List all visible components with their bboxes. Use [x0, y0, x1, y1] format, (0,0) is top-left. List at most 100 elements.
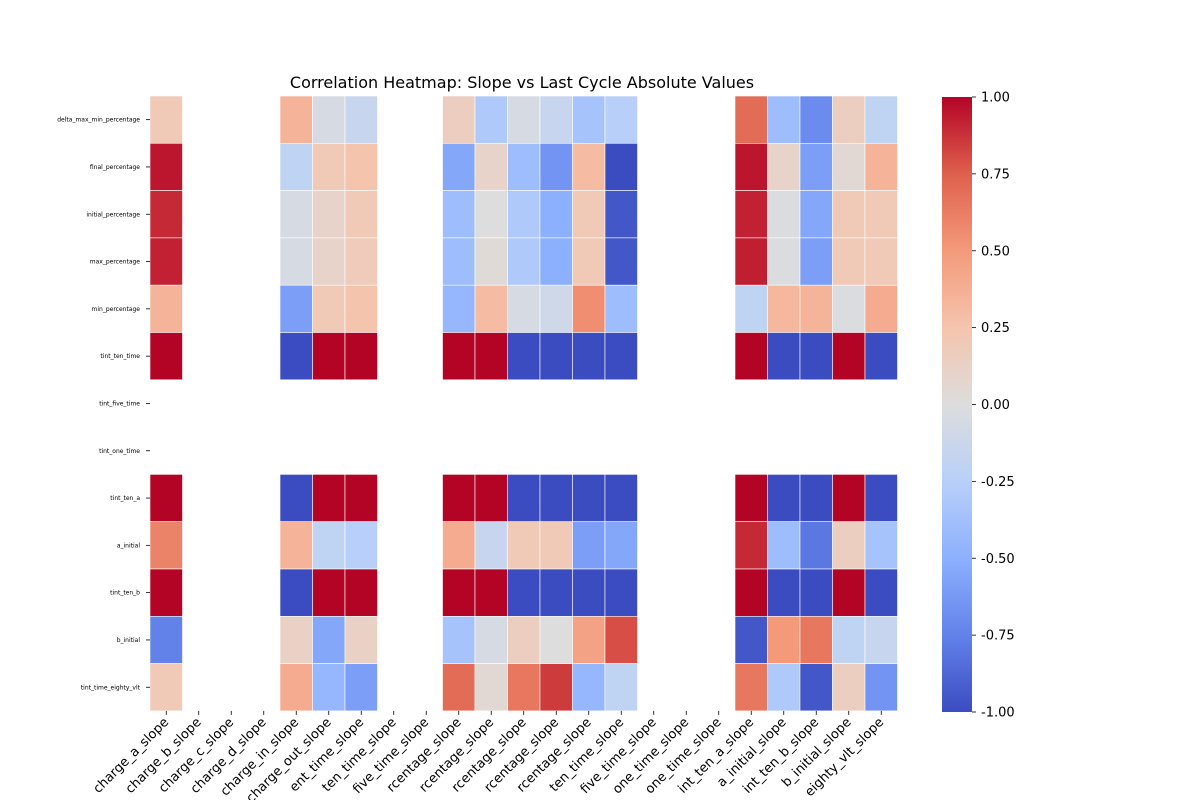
heatmap-cell [604, 663, 638, 712]
heatmap-cell [312, 95, 346, 144]
heatmap-cell [539, 332, 573, 381]
heatmap-cell [572, 615, 606, 664]
colorbar-tick-label: 0.75 [981, 167, 1010, 182]
heatmap-cell [604, 568, 638, 617]
colorbar-tick-label: 0.00 [981, 398, 1010, 413]
heatmap-cell [149, 284, 183, 333]
heatmap-cell [864, 237, 898, 286]
heatmap-cell [604, 474, 638, 522]
row-label: delta_max_min_percentage [57, 117, 140, 124]
heatmap-cell [474, 615, 508, 664]
row-label: tint_five_time [99, 400, 140, 407]
heatmap-cell [604, 95, 638, 144]
heatmap-cell [279, 284, 313, 333]
heatmap-cell [572, 237, 606, 286]
heatmap-cell [539, 95, 573, 144]
heatmap-cell [279, 237, 313, 286]
heatmap-cell [279, 474, 313, 522]
colorbar-tick-label: 0.50 [981, 244, 1010, 259]
heatmap-cell [799, 332, 833, 381]
heatmap-cell [832, 332, 866, 381]
colorbar-tick-label: -1.00 [981, 706, 1015, 721]
row-labels: delta_max_min_percentage final_percentage… [57, 117, 150, 691]
heatmap-cell [604, 143, 638, 191]
heatmap-cell [149, 474, 183, 522]
heatmap-cell [149, 663, 183, 712]
heatmap-cell [604, 190, 638, 239]
row-label: max_percentage [90, 259, 141, 266]
heatmap-cell [149, 332, 183, 381]
heatmap-cell [344, 284, 378, 333]
heatmap-cell [572, 332, 606, 381]
heatmap-cell [832, 474, 866, 522]
heatmap-cell [507, 143, 541, 191]
heatmap-cell [442, 568, 476, 617]
heatmap-cell [474, 568, 508, 617]
heatmap-cell [864, 521, 898, 570]
heatmap-cell [767, 615, 801, 664]
heatmap-cell [149, 615, 183, 664]
heatmap-cell [442, 521, 476, 570]
heatmap-cells [149, 95, 898, 712]
heatmap-cell [442, 95, 476, 144]
heatmap-cell [572, 143, 606, 191]
heatmap-cell [572, 284, 606, 333]
heatmap-cell [474, 521, 508, 570]
heatmap-cell [279, 190, 313, 239]
heatmap-cell [799, 143, 833, 191]
heatmap-cell [604, 237, 638, 286]
row-label: a_initial [117, 542, 141, 549]
heatmap-cell [604, 615, 638, 664]
heatmap-cell [734, 474, 768, 522]
chart-title: Correlation Heatmap: Slope vs Last Cycle… [290, 73, 754, 92]
row-label: tint_ten_time [100, 353, 140, 360]
heatmap-cell [864, 474, 898, 522]
heatmap-cell [572, 568, 606, 617]
heatmap-cell [539, 284, 573, 333]
heatmap-cell [832, 568, 866, 617]
colorbar-tick-label: 1.00 [981, 91, 1010, 106]
heatmap-cell [344, 521, 378, 570]
heatmap-cell [734, 95, 768, 144]
heatmap-cell [312, 237, 346, 286]
heatmap-cell [344, 332, 378, 381]
heatmap-cell [344, 474, 378, 522]
heatmap-cell [279, 615, 313, 664]
heatmap-cell [572, 521, 606, 570]
heatmap-cell [279, 568, 313, 617]
heatmap-cell [604, 284, 638, 333]
colorbar-tick-label: 0.25 [981, 321, 1010, 336]
colorbar-gradient [942, 97, 972, 712]
heatmap-cell [734, 190, 768, 239]
heatmap-cell [507, 332, 541, 381]
colorbar-tick-label: -0.25 [981, 475, 1015, 490]
heatmap-cell [832, 237, 866, 286]
heatmap-cell [799, 663, 833, 712]
heatmap-cell [149, 521, 183, 570]
row-label: final_percentage [90, 164, 140, 171]
heatmap-cell [279, 332, 313, 381]
heatmap-cell [507, 474, 541, 522]
heatmap-cell [604, 332, 638, 381]
heatmap-cell [507, 568, 541, 617]
heatmap-cell [312, 615, 346, 664]
heatmap-cell [864, 615, 898, 664]
heatmap-cell [507, 237, 541, 286]
heatmap-cell [767, 284, 801, 333]
heatmap-cell [442, 237, 476, 286]
heatmap-cell [312, 474, 346, 522]
heatmap-cell [279, 663, 313, 712]
heatmap-cell [312, 190, 346, 239]
heatmap-cell [864, 568, 898, 617]
heatmap-cell [312, 663, 346, 712]
heatmap-cell [734, 521, 768, 570]
heatmap-cell [539, 521, 573, 570]
heatmap-cell [734, 568, 768, 617]
heatmap-cell [864, 95, 898, 144]
heatmap-cell [539, 615, 573, 664]
heatmap-cell [539, 474, 573, 522]
colorbar: 1.00 0.75 0.50 0.25 0.00 -0.25 -0.50 -0.75 -1.00 [942, 91, 1015, 721]
heatmap-cell [539, 143, 573, 191]
heatmap-cell [279, 521, 313, 570]
heatmap-cell [474, 332, 508, 381]
